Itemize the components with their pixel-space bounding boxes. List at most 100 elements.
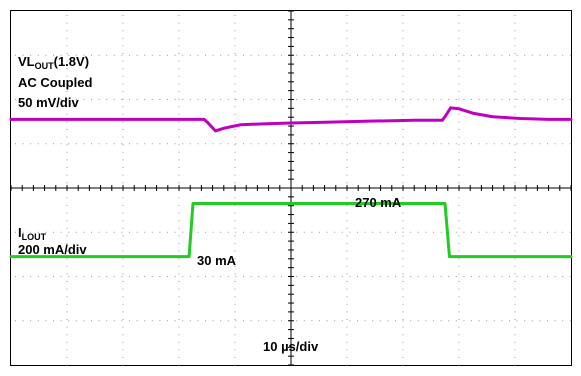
grid-dot (433, 143, 434, 145)
grid-dot (402, 159, 404, 161)
grid-dot (122, 334, 124, 336)
grid-dot (448, 143, 450, 145)
grid-dot (458, 265, 460, 267)
grid-dot (346, 205, 348, 206)
grid-dot (45, 231, 47, 233)
grid-dot (357, 276, 358, 277)
grid-dot (417, 99, 419, 100)
grid-dot (234, 357, 236, 358)
grid-dot (372, 54, 374, 56)
grid-dot (402, 197, 404, 199)
grid-dot (547, 99, 548, 100)
grid-dot (250, 54, 252, 56)
grid-dot (37, 54, 39, 56)
grid-dot (514, 45, 516, 47)
grid-dot (334, 143, 336, 145)
grid-dot (178, 319, 180, 320)
grid-dot (514, 75, 516, 77)
grid-dot (273, 231, 275, 233)
grid-dot (346, 113, 348, 115)
grid-dot (349, 54, 351, 56)
grid-dot (440, 54, 442, 56)
grid-dot (234, 106, 236, 108)
grid-dot (178, 159, 180, 161)
grid-dot (531, 276, 533, 277)
grid-dot (37, 99, 39, 100)
grid-dot (66, 296, 68, 298)
grid-dot (234, 296, 236, 298)
grid-dot (178, 220, 180, 222)
grid-dot (458, 341, 460, 343)
grid-dot (75, 54, 77, 56)
grid-dot (478, 276, 480, 277)
grid-dot (514, 83, 516, 85)
grid-dot (458, 288, 460, 290)
grid-dot (66, 68, 68, 70)
grid-dot (547, 143, 548, 145)
grid-dot (458, 311, 460, 313)
grid-dot (448, 99, 450, 100)
grid-dot (178, 197, 180, 199)
grid-dot (66, 258, 68, 260)
grid-dot (402, 243, 404, 244)
grid-dot (471, 276, 472, 277)
grid-dot (159, 99, 161, 100)
grid-dot (136, 99, 138, 100)
grid-dot (22, 276, 24, 277)
grid-dot (66, 45, 68, 47)
grid-dot (178, 53, 180, 54)
grid-dot (212, 143, 214, 145)
grid-dot (129, 231, 130, 233)
grid-dot (402, 220, 404, 222)
grid-dot (514, 205, 516, 206)
grid-dot (334, 320, 336, 322)
grid-dot (273, 276, 275, 277)
grid-dot (357, 54, 358, 56)
grid-dot (478, 54, 480, 56)
grid-dot (66, 235, 68, 237)
grid-dot (265, 231, 267, 233)
grid-dot (98, 99, 100, 100)
grid-dot (212, 276, 214, 277)
grid-dot (122, 349, 124, 351)
grid-dot (234, 15, 236, 16)
grid-dot (113, 320, 115, 322)
grid-dot (243, 54, 244, 56)
grid-dot (402, 129, 404, 130)
grid-dot (189, 99, 191, 100)
grid-dot (144, 276, 146, 277)
grid-dot (234, 68, 236, 70)
grid-dot (122, 174, 124, 176)
grid-dot (311, 320, 313, 322)
grid-dot (334, 99, 336, 100)
grid-dot (178, 37, 180, 39)
grid-dot (151, 54, 153, 56)
grid-dot (514, 341, 516, 343)
grid-dot (417, 276, 419, 277)
grid-dot (569, 99, 571, 100)
grid-dot (235, 143, 237, 145)
grid-dot (60, 99, 62, 100)
grid-dot (458, 136, 460, 138)
grid-dot (319, 320, 320, 322)
ch2-scale-label: 200 mA/div (18, 242, 87, 257)
grid-dot (60, 231, 62, 233)
grid-dot (91, 320, 92, 322)
grid-dot (539, 99, 541, 100)
grid-dot (66, 106, 68, 108)
grid-dot (554, 143, 556, 145)
grid-dot (121, 320, 123, 322)
grid-dot (458, 53, 460, 54)
grid-dot (425, 99, 427, 100)
grid-dot (235, 99, 237, 100)
grid-dot (60, 276, 62, 277)
grid-dot (364, 231, 366, 233)
grid-dot (205, 231, 206, 233)
grid-dot (402, 364, 404, 366)
grid-dot (91, 276, 92, 277)
grid-dot (303, 99, 305, 100)
grid-dot (122, 243, 124, 244)
grid-dot (524, 320, 526, 322)
grid-dot (410, 54, 412, 56)
grid-dot (402, 174, 404, 176)
